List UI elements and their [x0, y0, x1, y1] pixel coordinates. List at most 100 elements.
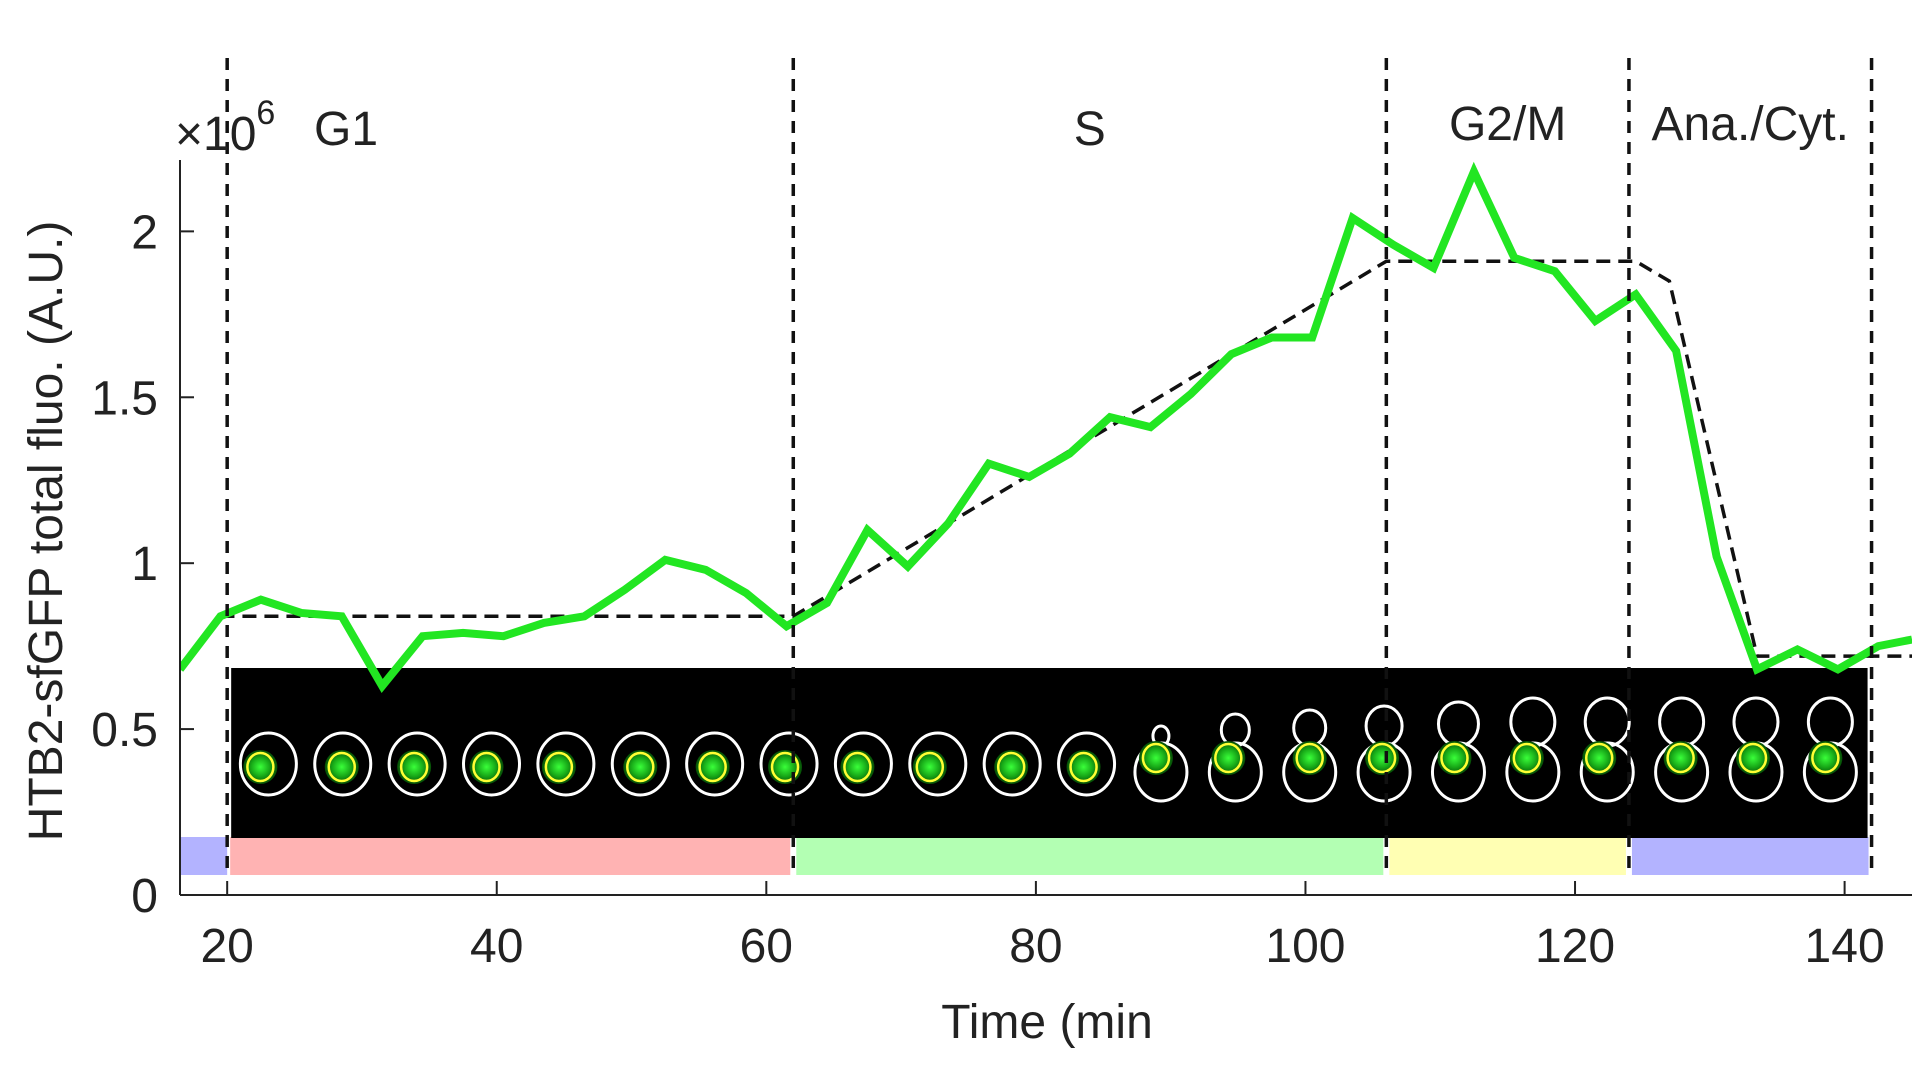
- piecewise-fit-line: [220, 259, 1912, 658]
- cell-3: [387, 731, 447, 797]
- nucleus-outline: [915, 751, 945, 783]
- nucleus-fluorescence: [912, 750, 947, 784]
- cell-15: [1282, 708, 1338, 803]
- nucleus-fluorescence: [243, 750, 278, 784]
- cell-outline: [982, 731, 1042, 797]
- cell-17: [1430, 700, 1486, 803]
- nucleus-fluorescence: [1365, 741, 1400, 775]
- phase-bar-G2M: [1389, 837, 1626, 875]
- nucleus-outline: [327, 751, 356, 783]
- nucleus-outline: [1738, 742, 1768, 774]
- nucleus-outline: [1512, 742, 1542, 774]
- y-axis-label: HTB2-sfGFP total fluo. (A.U.): [20, 221, 73, 842]
- nucleus-outline: [1440, 742, 1469, 774]
- cell-13: [1133, 724, 1189, 803]
- nucleus-fluorescence: [994, 750, 1029, 784]
- cell-outline: [685, 731, 745, 797]
- cell-20: [1654, 696, 1710, 803]
- cell-11: [982, 731, 1042, 797]
- x-tick-label: 120: [1535, 920, 1615, 973]
- cell-6: [610, 731, 670, 797]
- x-axis-label: Time (min: [941, 996, 1153, 1049]
- fit-line: [220, 259, 1912, 658]
- cell-image-strip: [231, 668, 1868, 838]
- nucleus-fluorescence: [469, 750, 504, 784]
- y-tick-label: 2: [131, 206, 158, 259]
- nucleus-outline: [698, 751, 727, 783]
- nucleus-fluorescence: [397, 750, 432, 784]
- phase-bar-AnaCyt: [1631, 837, 1869, 875]
- nucleus-fluorescence: [1808, 741, 1843, 775]
- y-multiplier: ×106: [175, 94, 275, 161]
- nucleus-outline: [1811, 742, 1840, 774]
- y-tick-label: 1: [131, 538, 158, 591]
- x-tick-label: 60: [740, 920, 793, 973]
- nucleus-outline: [1141, 742, 1171, 774]
- cell-5: [536, 731, 596, 797]
- cell-18: [1505, 696, 1561, 803]
- nucleus-fluorescence: [623, 750, 658, 784]
- nucleus-fluorescence: [1509, 741, 1544, 775]
- cell-14: [1207, 712, 1263, 803]
- x-tick-label: 20: [200, 920, 253, 973]
- cell-7: [685, 731, 745, 797]
- phase-boundaries: [225, 58, 1874, 877]
- phase-bar-pre: [180, 837, 228, 875]
- cell-outline: [238, 731, 298, 797]
- nucleus-fluorescence: [1663, 741, 1698, 775]
- cell-16: [1356, 704, 1412, 803]
- cell-outline: [759, 731, 819, 797]
- cell-4: [462, 731, 522, 797]
- series-line: [180, 161, 1912, 693]
- cell-9: [833, 731, 893, 797]
- cell-22: [1802, 696, 1858, 803]
- nucleus-outline: [1295, 742, 1324, 774]
- nucleus-outline: [472, 751, 501, 783]
- nucleus-outline: [1584, 742, 1614, 774]
- cell-12: [1057, 731, 1117, 797]
- x-tick-label: 40: [470, 920, 523, 973]
- cell-outline: [313, 731, 373, 797]
- nucleus-fluorescence: [695, 750, 730, 784]
- x-tick-label: 140: [1805, 920, 1885, 973]
- cell-outline: [387, 731, 447, 797]
- nucleus-fluorescence: [1582, 741, 1617, 775]
- nucleus-fluorescence: [1211, 741, 1246, 775]
- cell-19: [1579, 696, 1635, 803]
- cell-10: [908, 731, 968, 797]
- phase-color-bars: [180, 837, 1869, 875]
- nucleus-fluorescence: [1138, 741, 1173, 775]
- nucleus-fluorescence: [1292, 741, 1327, 775]
- nucleus-outline: [770, 751, 800, 783]
- phase-label-G1: G1: [314, 103, 378, 156]
- nucleus-outline: [1367, 742, 1397, 774]
- cell-outline: [833, 731, 893, 797]
- phase-label-S: S: [1074, 103, 1106, 156]
- nucleus-fluorescence: [1735, 741, 1770, 775]
- nucleus-outline: [544, 751, 574, 783]
- nucleus-outline: [843, 751, 872, 783]
- y-multiplier-base: ×10: [175, 108, 256, 161]
- phase-label-AnaCyt: Ana./Cyt.: [1652, 98, 1849, 151]
- x-tick-label: 100: [1265, 920, 1345, 973]
- inset-background: [231, 668, 1868, 838]
- cell-outline: [536, 731, 596, 797]
- cell-outline: [610, 731, 670, 797]
- x-tick-label: 80: [1009, 920, 1062, 973]
- nucleus-outline: [399, 751, 429, 783]
- phase-bar-S: [796, 837, 1384, 875]
- cell-21: [1728, 696, 1784, 803]
- nucleus-fluorescence: [1437, 741, 1472, 775]
- nucleus-fluorescence: [840, 750, 875, 784]
- phase-bar-G1: [230, 837, 791, 875]
- nucleus-outline: [1666, 742, 1695, 774]
- cell-outline: [908, 731, 968, 797]
- nucleus-outline: [1069, 751, 1098, 783]
- nucleus-outline: [626, 751, 655, 783]
- y-tick-label: 0.5: [91, 704, 158, 757]
- nucleus-fluorescence: [1066, 750, 1101, 784]
- phase-label-G2M: G2/M: [1449, 98, 1566, 151]
- cell-outline: [462, 731, 522, 797]
- cell-1: [238, 731, 298, 797]
